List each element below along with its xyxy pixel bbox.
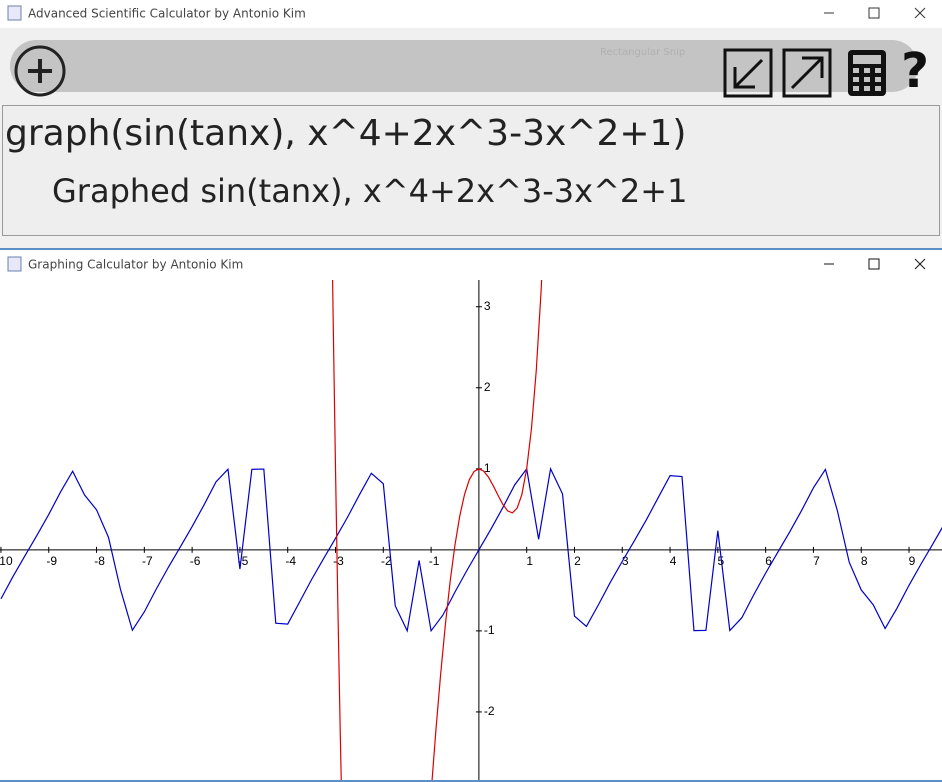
input-text[interactable]: graph(sin(tanx), x^4+2x^3-3x^2+1) [5,113,686,154]
x-tick-label: -7 [142,554,153,568]
graph-window-controls[interactable] [824,258,926,270]
graph-title-bar [0,250,942,280]
help-button[interactable]: ? [901,43,929,99]
app-icon [7,256,22,272]
expand-icon[interactable] [782,48,832,98]
x-tick-label: -5 [238,554,249,568]
x-tick-label: -2 [381,554,392,568]
output-text: Graphed sin(tanx), x^4+2x^3-3x^2+1 [52,172,687,210]
x-tick-label: 3 [622,554,629,568]
plot-area [0,280,942,780]
y-tick-label: 2 [484,380,491,394]
y-tick-label: 3 [484,299,491,313]
x-tick-label: -1 [429,554,440,568]
y-tick-label: -1 [484,623,495,637]
x-tick-label: -9 [46,554,57,568]
x-tick-label: -8 [94,554,105,568]
x-tick-label: 4 [670,554,677,568]
y-tick-label: 1 [484,461,491,475]
io-panel [2,105,940,236]
calculator-icon[interactable] [848,50,886,96]
minimize-icon[interactable] [723,48,773,98]
x-tick-label: 9 [909,554,916,568]
x-tick-label: -3 [333,554,344,568]
x-tick-label: -6 [190,554,201,568]
app-icon [7,5,22,21]
x-tick-label: 1 [526,554,533,568]
x-tick-label: 8 [861,554,868,568]
curves [0,280,942,780]
function-curve [332,280,543,780]
x-tick-label: -4 [285,554,296,568]
x-tick-label: 2 [574,554,581,568]
x-tick-label: 6 [765,554,772,568]
x-tick-label: -10 [0,554,13,568]
function-curve [0,466,942,633]
add-button[interactable] [14,45,66,97]
graph-window-title: Graphing Calculator by Antonio Kim [28,258,243,272]
y-tick-label: -2 [484,704,495,718]
title-bar [0,0,942,28]
toolbar [10,40,918,92]
snip-hint: Rectangular Snip [600,47,685,58]
window-controls[interactable] [824,7,926,19]
x-tick-label: 7 [813,554,820,568]
window-title: Advanced Scientific Calculator by Antoni… [28,7,306,21]
